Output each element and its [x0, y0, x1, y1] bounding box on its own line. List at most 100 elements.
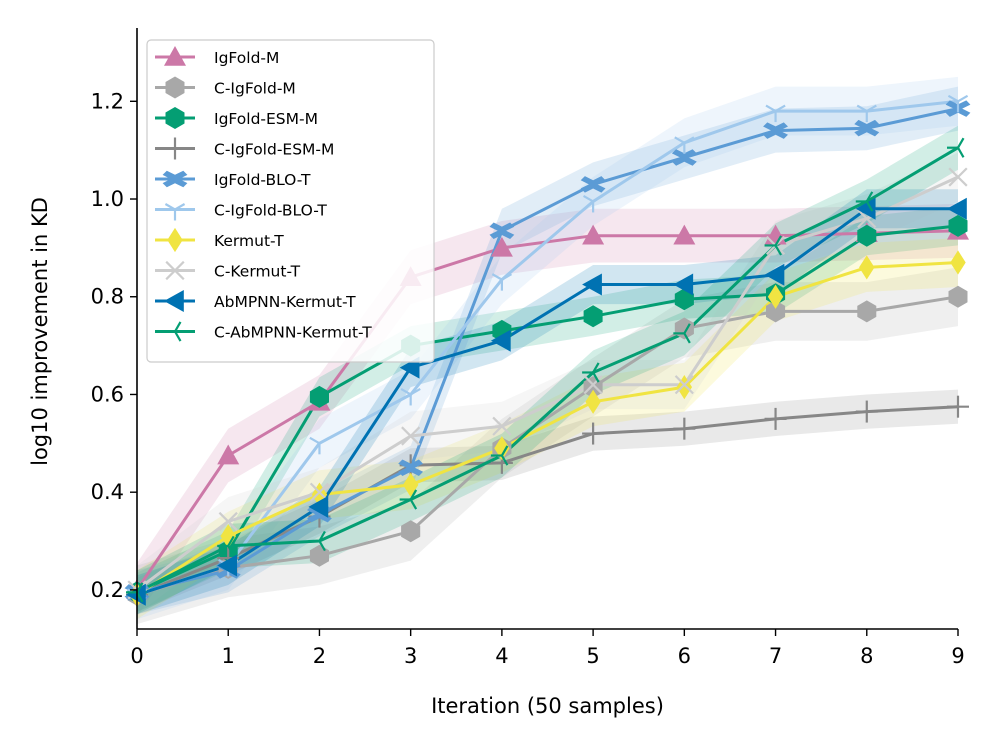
point-c-igfold-blo-t-9 — [947, 94, 969, 113]
y-tick-label: 1.2 — [91, 89, 124, 113]
legend-item-c-igfold-m: C-IgFold-M — [155, 76, 296, 99]
point-igfold-esm-m-2 — [309, 385, 329, 408]
legend-item-kermut-t: Kermut-T — [155, 227, 284, 253]
point-c-kermut-t-3 — [401, 426, 421, 446]
x-tick-label: 5 — [586, 644, 599, 668]
legend-marker-igfold-blo-t — [162, 170, 188, 188]
point-c-igfold-esm-m-6 — [673, 417, 696, 440]
point-igfold-blo-t-3 — [398, 459, 424, 476]
point-igfold-m-4 — [490, 236, 513, 257]
y-tick-label: 0.2 — [91, 578, 124, 602]
point-igfold-esm-m-8 — [857, 224, 877, 247]
point-c-igfold-m-3 — [401, 520, 421, 543]
point-c-igfold-blo-t-4 — [491, 273, 513, 291]
x-tick-label: 7 — [769, 644, 782, 668]
x-tick-label: 9 — [951, 644, 964, 668]
point-c-abmpnn-kermut-t-9 — [947, 137, 965, 158]
legend-item-c-igfold-blo-t: C-IgFold-BLO-T — [155, 202, 327, 221]
point-abmpnn-kermut-t-7 — [764, 263, 785, 286]
point-abmpnn-kermut-t-6 — [673, 273, 694, 296]
x-tick-label: 8 — [860, 644, 873, 668]
point-kermut-t-7 — [767, 284, 784, 309]
legend-marker-c-igfold-m — [165, 76, 185, 99]
band-kermut-t — [137, 238, 958, 620]
legend-label: C-IgFold-BLO-T — [214, 202, 327, 220]
line-c-igfold-blo-t — [136, 99, 959, 597]
point-igfold-esm-m-5 — [583, 305, 603, 328]
point-kermut-t-8 — [859, 255, 875, 280]
legend-item-igfold-m: IgFold-M — [155, 46, 279, 67]
point-igfold-blo-t-6 — [671, 149, 697, 166]
point-c-igfold-m-8 — [857, 300, 877, 323]
legend-label: IgFold-M — [214, 49, 279, 67]
line-c-kermut-t — [136, 175, 959, 592]
point-kermut-t-1 — [220, 524, 236, 549]
point-c-abmpnn-kermut-t-0 — [126, 582, 144, 603]
point-igfold-blo-t-7 — [763, 122, 788, 139]
legend-label: C-AbMPNN-Kermut-T — [214, 324, 372, 342]
legend-label: AbMPNN-Kermut-T — [214, 293, 356, 311]
point-c-igfold-m-7 — [766, 300, 786, 323]
point-c-igfold-esm-m-9 — [947, 395, 969, 418]
point-abmpnn-kermut-t-5 — [582, 273, 602, 296]
point-c-igfold-esm-m-7 — [764, 407, 787, 430]
point-kermut-t-5 — [585, 389, 601, 414]
point-c-kermut-t-9 — [948, 167, 968, 187]
legend-label: C-Kermut-T — [214, 263, 301, 281]
legend-marker-c-igfold-esm-m — [164, 137, 186, 160]
point-abmpnn-kermut-t-9 — [947, 197, 967, 220]
point-c-kermut-t-6 — [674, 375, 694, 395]
point-abmpnn-kermut-t-8 — [855, 197, 876, 220]
line-c-igfold-m — [136, 295, 959, 597]
point-c-igfold-blo-t-7 — [765, 104, 786, 123]
point-igfold-m-5 — [582, 224, 605, 245]
y-tick-label: 0.6 — [91, 382, 124, 406]
point-c-abmpnn-kermut-t-4 — [490, 445, 509, 466]
point-c-abmpnn-kermut-t-8 — [855, 191, 874, 212]
y-axis-title: log10 improvement in KD — [28, 197, 52, 466]
point-igfold-blo-t-4 — [489, 222, 515, 239]
point-c-igfold-esm-m-5 — [582, 422, 605, 445]
point-abmpnn-kermut-t-1 — [217, 554, 238, 577]
point-igfold-m-6 — [673, 224, 696, 245]
x-tick-label: 1 — [222, 644, 235, 668]
point-igfold-esm-m-9 — [948, 214, 968, 237]
legend-marker-c-igfold-blo-t — [164, 203, 186, 221]
line-kermut-t — [136, 261, 959, 597]
x-tick-label: 6 — [678, 644, 691, 668]
x-tick-label: 0 — [130, 644, 143, 668]
legend-item-abmpnn-kermut-t: AbMPNN-Kermut-T — [155, 290, 356, 312]
legend-marker-kermut-t — [167, 227, 183, 253]
legend-marker-igfold-m — [164, 46, 186, 66]
point-c-igfold-blo-t-3 — [400, 388, 421, 406]
legend-item-c-igfold-esm-m: C-IgFold-ESM-M — [155, 137, 334, 160]
point-c-abmpnn-kermut-t-6 — [673, 323, 691, 344]
y-tick-label: 1.0 — [91, 187, 124, 211]
x-tick-label: 3 — [404, 644, 417, 668]
line-abmpnn-kermut-t — [136, 207, 958, 597]
point-abmpnn-kermut-t-2 — [308, 495, 329, 518]
point-kermut-t-9 — [950, 250, 966, 275]
point-c-igfold-blo-t-5 — [582, 195, 604, 213]
point-c-abmpnn-kermut-t-2 — [308, 530, 326, 552]
legend-item-c-abmpnn-kermut-t: C-AbMPNN-Kermut-T — [155, 321, 372, 342]
y-tick-label: 0.4 — [91, 480, 124, 504]
line-c-abmpnn-kermut-t — [136, 146, 959, 594]
point-c-kermut-t-4 — [492, 416, 512, 436]
band-igfold-esm-m — [137, 206, 958, 612]
point-c-kermut-t-1 — [218, 511, 238, 532]
point-c-igfold-blo-t-8 — [856, 104, 877, 123]
x-axis-title: Iteration (50 samples) — [431, 694, 664, 718]
band-c-igfold-m — [137, 267, 958, 625]
point-c-igfold-blo-t-6 — [674, 136, 695, 154]
y-tick-label: 0.8 — [91, 285, 124, 309]
point-igfold-esm-m-6 — [674, 288, 694, 311]
legend-box — [146, 39, 435, 363]
legend-marker-igfold-esm-m — [165, 107, 185, 129]
point-c-abmpnn-kermut-t-3 — [399, 489, 418, 510]
point-c-abmpnn-kermut-t-1 — [217, 535, 235, 557]
x-tick-label: 4 — [495, 644, 508, 668]
point-kermut-t-4 — [494, 436, 510, 461]
axes: 0 1 2 3 4 5 6 7 8 9 0.2 0.4 0.6 0.8 1.0 1.2 Iteration (5… — [28, 28, 965, 718]
